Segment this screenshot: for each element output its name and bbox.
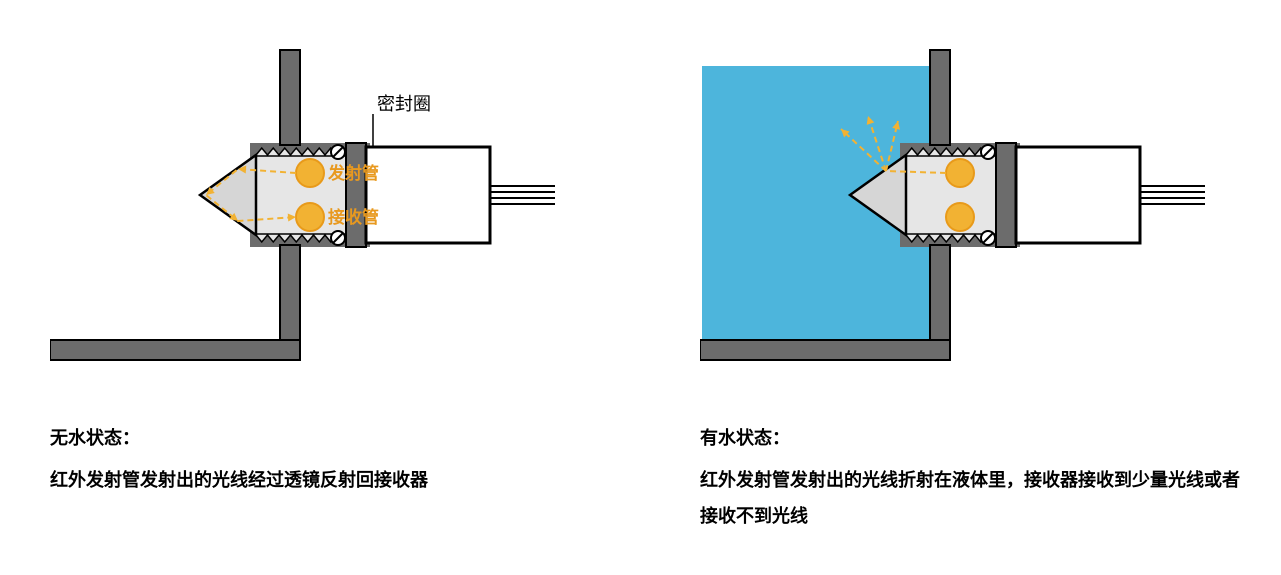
- caption-right-desc: 红外发射管发射出的光线折射在液体里，接收器接收到少量光线或者接收不到光线: [700, 462, 1240, 534]
- svg-text:发射管: 发射管: [327, 163, 379, 183]
- caption-right: 有水状态： 红外发射管发射出的光线折射在液体里，接收器接收到少量光线或者接收不到…: [700, 420, 1240, 534]
- caption-left-title: 无水状态：: [50, 420, 590, 456]
- diagram-no-water: 密封圈发射管接收管: [50, 20, 590, 400]
- diagram-row: 密封圈发射管接收管 无水状态： 红外发射管发射出的光线经过透镜反射回接收器 有水…: [50, 20, 1231, 534]
- caption-left: 无水状态： 红外发射管发射出的光线经过透镜反射回接收器: [50, 420, 590, 498]
- panel-left: 密封圈发射管接收管 无水状态： 红外发射管发射出的光线经过透镜反射回接收器: [50, 20, 590, 534]
- caption-left-desc: 红外发射管发射出的光线经过透镜反射回接收器: [50, 462, 590, 498]
- svg-text:密封圈: 密封圈: [377, 94, 431, 114]
- diagram-with-water: [700, 20, 1240, 400]
- panel-right: 有水状态： 红外发射管发射出的光线折射在液体里，接收器接收到少量光线或者接收不到…: [700, 20, 1240, 534]
- caption-right-title: 有水状态：: [700, 420, 1240, 456]
- svg-text:接收管: 接收管: [328, 207, 379, 227]
